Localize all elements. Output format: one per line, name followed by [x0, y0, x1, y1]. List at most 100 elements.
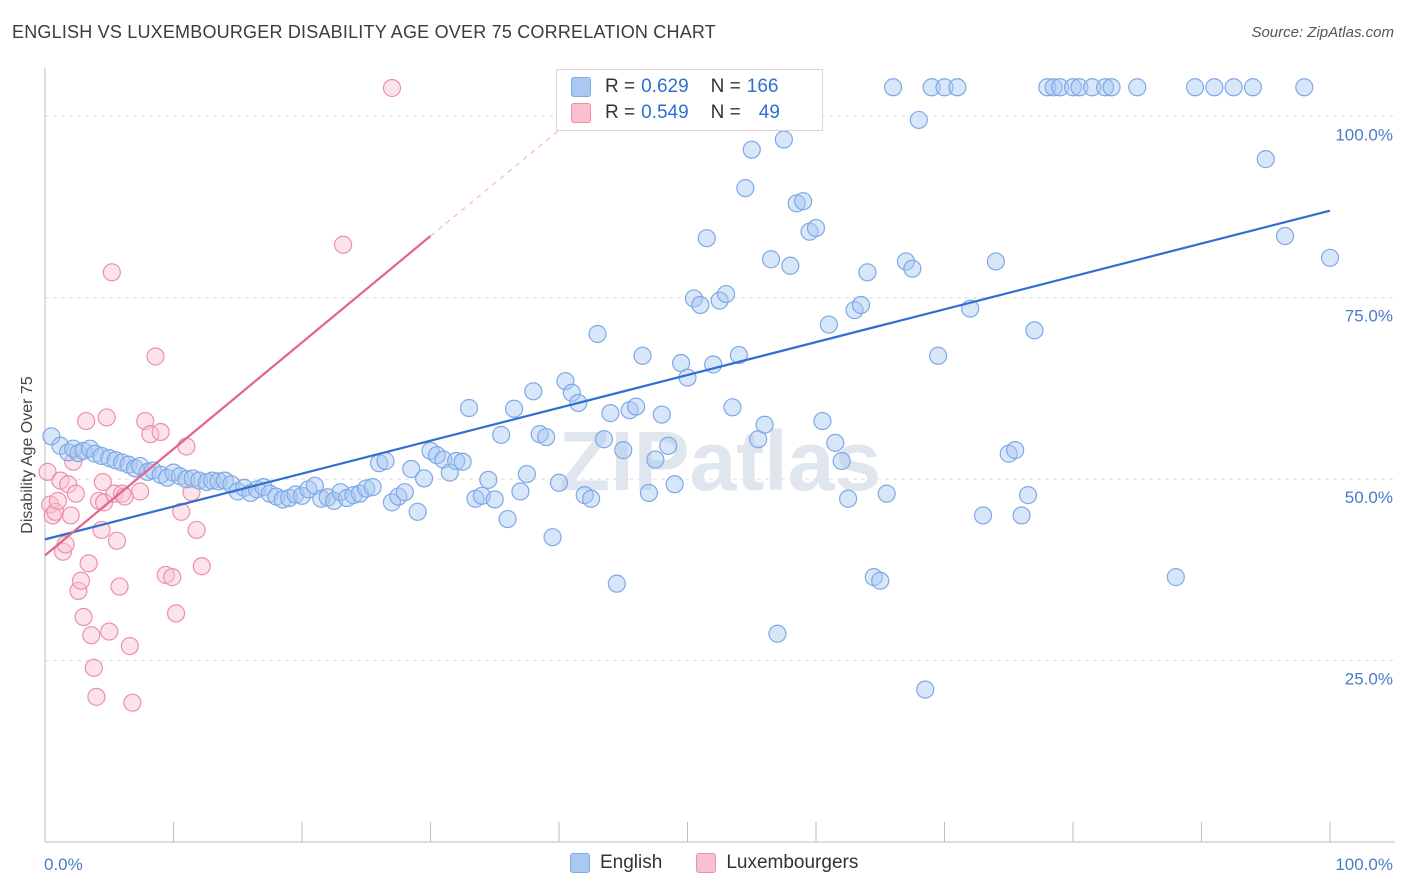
english-point — [903, 259, 922, 278]
legend-item-english[interactable]: English — [570, 852, 662, 874]
luxembourgers-point — [46, 502, 65, 521]
luxembourgers-point — [66, 484, 85, 503]
legend-label-luxembourgers: Luxembourgers — [726, 852, 859, 873]
english-point — [626, 397, 646, 416]
luxembourgers-point — [100, 622, 119, 641]
luxembourgers-point — [192, 557, 211, 576]
legend-label-english: English — [600, 852, 663, 873]
english-point — [639, 483, 659, 503]
english-point — [781, 256, 800, 275]
english-point — [646, 450, 665, 469]
luxembourgers-swatch — [571, 103, 591, 123]
luxembourgers-point — [105, 484, 124, 503]
english-point — [697, 229, 716, 248]
english-point — [1224, 78, 1243, 97]
y-tick-label: 100.0% — [1335, 125, 1393, 144]
watermark: ZIPatlas — [559, 414, 881, 508]
english-point — [1051, 78, 1070, 97]
english-point — [794, 192, 813, 211]
english-point — [1083, 78, 1102, 97]
luxembourgers-point — [177, 437, 196, 456]
english-point — [1063, 78, 1083, 97]
luxembourgers-point — [146, 347, 165, 366]
english-point — [729, 345, 749, 365]
luxembourgers-point — [163, 568, 182, 587]
english-point — [1012, 506, 1031, 525]
english-point — [832, 451, 851, 471]
english-point — [877, 484, 896, 503]
stats-row-luxembourgers: R = 0.549 N = 49 — [571, 100, 780, 126]
luxembourgers-point — [107, 531, 127, 550]
english-point — [1128, 78, 1147, 97]
y-tick-label: 50.0% — [1345, 488, 1393, 507]
axes — [44, 68, 1395, 843]
luxembourgers-point — [120, 636, 139, 656]
luxembourgers-trend-line — [44, 235, 432, 557]
english-point — [292, 486, 312, 505]
luxembourgers-point — [112, 484, 132, 503]
english-point — [447, 451, 466, 471]
english-point — [813, 411, 832, 431]
english-point — [1243, 78, 1263, 97]
english-point — [582, 489, 601, 508]
english-point — [594, 430, 614, 449]
english-point — [736, 179, 755, 198]
series-luxembourgers-points — [38, 78, 402, 712]
english-point — [1038, 78, 1057, 97]
english-point — [517, 464, 536, 484]
luxembourgers-point — [84, 658, 103, 677]
luxembourgers-point — [123, 693, 142, 712]
source-label: Source: ZipAtlas.com — [1251, 24, 1394, 41]
x-tick-label: 0.0% — [44, 855, 83, 874]
stats-row-english: R = 0.629 N = 166 — [571, 74, 778, 100]
english-point — [858, 263, 877, 282]
english-point — [665, 475, 684, 494]
luxembourgers-point — [53, 542, 73, 561]
n-value: 166 — [746, 76, 779, 97]
english-point — [883, 78, 903, 97]
luxembourgers-point — [166, 604, 186, 623]
luxembourgers-point — [130, 482, 150, 501]
english-point — [537, 427, 556, 447]
luxembourgers-point — [93, 472, 112, 492]
english-point — [498, 509, 517, 529]
english-point — [1025, 321, 1044, 340]
x-tick-labels: 0.0% 100.0% — [44, 855, 1393, 874]
series-english-points — [42, 78, 1340, 699]
english-point — [1256, 150, 1275, 169]
english-point — [839, 489, 858, 508]
luxembourgers-point — [79, 554, 98, 573]
luxembourgers-point — [74, 607, 93, 627]
english-point — [1205, 78, 1224, 97]
english-point — [1102, 78, 1121, 97]
english-point — [1018, 486, 1038, 505]
english-point — [376, 451, 395, 471]
english-point — [1006, 441, 1025, 460]
english-point — [819, 315, 838, 334]
english-point — [922, 78, 941, 97]
luxembourgers-point — [102, 263, 121, 282]
english-point — [1275, 226, 1295, 246]
english-point — [986, 252, 1006, 271]
english-point — [1166, 568, 1185, 587]
english-point — [414, 469, 434, 488]
luxembourgers-trend-extension — [430, 108, 586, 237]
english-point — [659, 436, 678, 455]
stats-legend: R = 0.629 N = 166 R = 0.549 N = 49 — [556, 69, 823, 131]
y-tick-label: 25.0% — [1345, 670, 1393, 689]
english-point — [492, 425, 511, 444]
r-label: R = — [605, 76, 636, 97]
english-swatch — [571, 77, 591, 97]
legend-item-luxembourgers[interactable]: Luxembourgers — [696, 852, 858, 874]
english-point — [1070, 78, 1089, 97]
english-point — [363, 478, 382, 497]
english-point — [1185, 78, 1205, 97]
english-point — [408, 502, 427, 521]
english-point — [504, 399, 524, 418]
trend-lines — [44, 108, 1331, 557]
english-point — [935, 78, 954, 97]
english-point — [633, 346, 652, 365]
english-legend-swatch — [570, 853, 590, 873]
luxembourgers-point — [97, 408, 116, 427]
